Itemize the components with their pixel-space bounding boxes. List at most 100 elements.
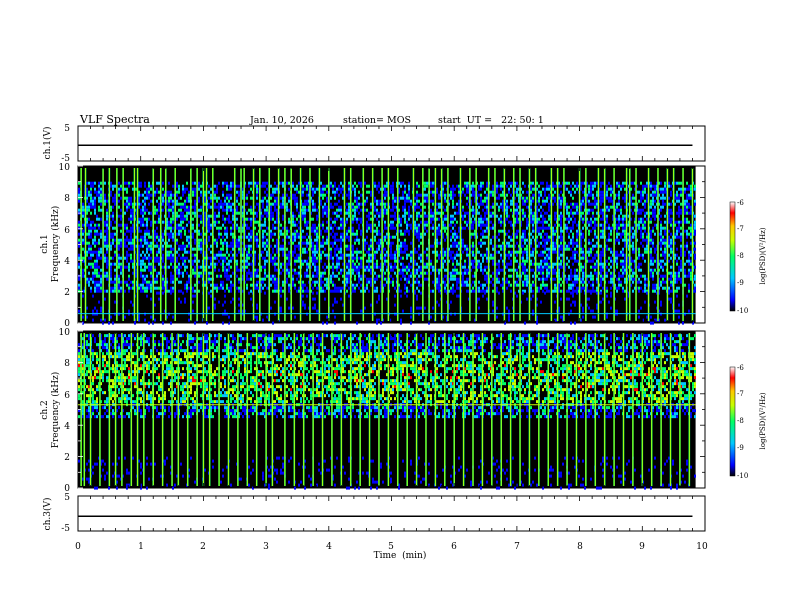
spectrogram-cell [320, 229, 322, 233]
spectrogram-cell [500, 229, 502, 233]
spectrogram-cell [232, 247, 234, 251]
spectrogram-cell [392, 199, 394, 203]
spectrogram-cell [336, 238, 338, 242]
spectrogram-cell [296, 256, 298, 260]
spectrogram-cell [88, 271, 90, 275]
spectrogram-cell [386, 280, 388, 284]
spectrogram-cell [500, 202, 502, 206]
spectrogram-cell [466, 268, 468, 272]
spectrogram-cell [98, 271, 100, 275]
spectrogram-cell [456, 259, 458, 263]
spectrogram-cell [420, 265, 422, 269]
spectrogram-cell [518, 229, 520, 233]
spectrogram-cell [492, 226, 494, 230]
spectrogram-cell [114, 184, 116, 188]
ch1v-ylabel: ch.1(V) [42, 127, 53, 160]
spectrogram-cell [314, 202, 316, 206]
spectrogram-cell [148, 253, 150, 257]
spectrogram-cell [506, 205, 508, 209]
spectrogram-cell [232, 283, 234, 287]
spectrogram-cell [402, 271, 404, 275]
spectrogram-cell [154, 232, 156, 236]
spectrogram-cell [502, 277, 504, 281]
spectrogram-cell [310, 196, 312, 200]
spectrogram-cell [524, 262, 526, 266]
spectrogram-cell [172, 214, 174, 218]
spectrogram-cell [468, 283, 470, 287]
spectrogram-cell [148, 247, 150, 251]
spectrogram-cell [532, 226, 534, 230]
spectrogram-cell [216, 226, 218, 230]
spectrogram-cell [358, 265, 360, 269]
spectrogram-cell [266, 250, 268, 254]
spectrogram-cell [538, 286, 540, 290]
spectrogram-cell [216, 214, 218, 218]
spectrogram-cell [128, 268, 130, 272]
spectrogram-cell [250, 223, 252, 227]
spectrogram-cell [198, 241, 200, 245]
spectrogram-cell [336, 232, 338, 236]
spectrogram-cell [370, 271, 372, 275]
spectrogram-cell [518, 199, 520, 203]
spectrogram-cell [120, 223, 122, 227]
spectrogram-cell [486, 289, 488, 293]
spectrogram-cell [130, 211, 132, 215]
spectrogram-cell [244, 262, 246, 266]
spectrogram-cell [446, 193, 448, 197]
spectrogram-cell [346, 235, 348, 239]
spectrogram-cell [374, 208, 376, 212]
spectrogram-cell [338, 262, 340, 266]
spectrogram-cell [380, 286, 382, 290]
spectrogram-cell [306, 223, 308, 227]
spectrogram-cell [204, 280, 206, 284]
spectrogram-cell [272, 274, 274, 278]
spectrogram-cell [186, 250, 188, 254]
spectrogram-cell [438, 232, 440, 236]
spectrogram-cell [364, 238, 366, 242]
spectrogram-cell [536, 289, 538, 293]
spectrogram-cell [342, 238, 344, 242]
spectrogram-cell [302, 208, 304, 212]
spectrogram-cell [464, 214, 466, 218]
spectrogram-cell [444, 280, 446, 284]
spectrogram-cell [274, 202, 276, 206]
spectrogram-cell [324, 262, 326, 266]
spectrogram-cell [244, 223, 246, 227]
spectrogram-cell [540, 250, 542, 254]
spectrogram-cell [364, 265, 366, 269]
spectrogram-cell [432, 199, 434, 203]
spectrogram-cell [520, 271, 522, 275]
spectrogram-cell [546, 181, 548, 185]
spectrogram-cell [82, 214, 84, 218]
spectrogram-cell [210, 187, 212, 191]
spectrogram-cell [312, 205, 314, 209]
spectrogram-cell [214, 196, 216, 200]
spectrogram-cell [182, 247, 184, 251]
spectrogram-cell [306, 181, 308, 185]
spectrogram-cell [208, 205, 210, 209]
spectrogram-cell [178, 268, 180, 272]
spectrogram-cell [348, 286, 350, 290]
spectrogram-cell [522, 214, 524, 218]
spectrogram-cell [98, 232, 100, 236]
spectrogram-cell [170, 226, 172, 230]
spectrogram-cell [146, 238, 148, 242]
spectrogram-cell [238, 229, 240, 233]
spectrogram-cell [484, 283, 486, 287]
spectrogram-cell [404, 187, 406, 191]
spectrogram-cell [314, 259, 316, 263]
spectrogram-cell [382, 256, 384, 260]
spectrogram-cell [180, 289, 182, 293]
spectrogram-cell [316, 229, 318, 233]
spectrogram-cell [222, 247, 224, 251]
spectrogram-cell [486, 223, 488, 227]
spectrogram-cell [294, 196, 296, 200]
spectrogram-cell [470, 184, 472, 188]
spectrogram-cell [376, 217, 378, 221]
spectrogram-cell [544, 256, 546, 260]
spectrogram-cell [508, 274, 510, 278]
spectrogram-cell [398, 259, 400, 263]
spectrogram-cell [264, 268, 266, 272]
spectrogram-cell [338, 250, 340, 254]
spectrogram-cell [532, 235, 534, 239]
